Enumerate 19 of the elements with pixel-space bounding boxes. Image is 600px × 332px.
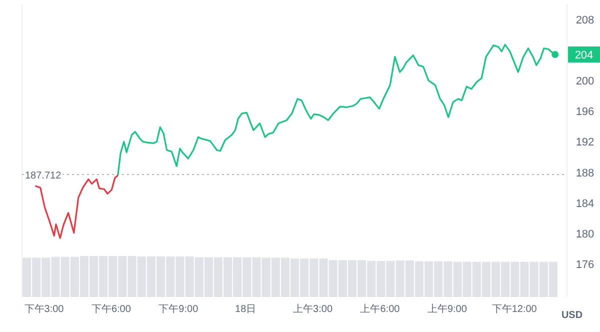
x-tick-label: 下午9:00 <box>158 303 199 315</box>
x-tick-label: 下午6:00 <box>91 303 132 315</box>
y-tick-label: 188 <box>576 167 594 180</box>
x-tick-label: 18日 <box>235 304 256 315</box>
x-tick-label: 下午12:00 <box>492 303 538 315</box>
x-tick-label: 下午3:00 <box>24 303 64 315</box>
x-tick-label: 上午9:00 <box>427 303 468 315</box>
ref-line-label: 187.712 <box>25 170 62 182</box>
x-tick-label: 上午6:00 <box>360 303 400 315</box>
y-tick-label: 200 <box>576 76 594 88</box>
y-tick-label: 180 <box>576 228 594 241</box>
x-tick-label: 上午3:00 <box>293 303 333 315</box>
y-tick-label: 192 <box>576 136 594 149</box>
y-tick-label: 208 <box>576 14 594 26</box>
y-tick-label: 196 <box>576 106 594 118</box>
y-tick-label: 176 <box>576 259 594 272</box>
y-tick-label: 184 <box>576 198 594 210</box>
y-axis-title: USD <box>561 310 583 321</box>
annotation: 204 <box>574 49 594 62</box>
